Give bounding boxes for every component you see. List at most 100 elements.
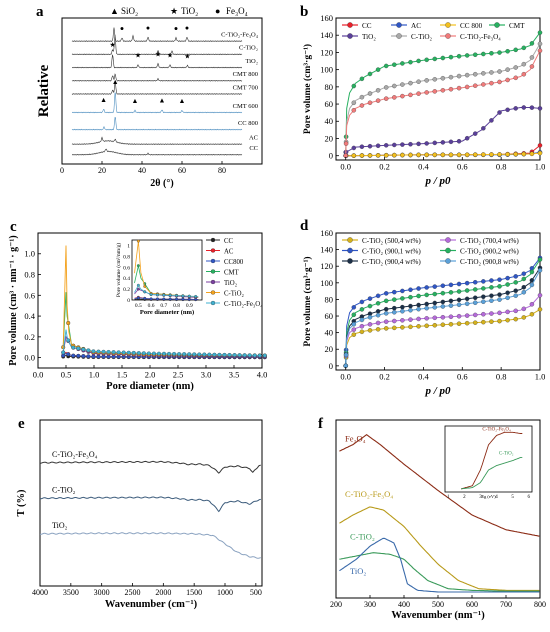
xrd-pattern-line — [71, 148, 243, 156]
legend-swatch-marker — [347, 33, 353, 39]
isotherm-marker — [416, 58, 421, 64]
isotherm-marker — [440, 290, 446, 296]
panel-b-x-tick-label: 0.0 — [340, 162, 351, 172]
isotherm-marker — [440, 75, 446, 81]
isotherm-marker — [351, 327, 357, 332]
distribution-marker — [262, 353, 267, 358]
inset-marker — [136, 283, 140, 287]
panel-a-x-tick-label: 80 — [218, 166, 226, 175]
isotherm-marker — [505, 49, 510, 54]
absorbance-line — [339, 552, 540, 592]
legend-label: C-TiO₂ (900,8 wt%) — [460, 258, 519, 266]
isotherm-marker — [400, 142, 405, 147]
isotherm-marker — [521, 276, 527, 282]
inset-marker — [136, 239, 140, 243]
isotherm-marker — [472, 300, 478, 305]
series-label: C-TiO₂ — [350, 532, 375, 542]
legend-swatch-marker — [347, 22, 353, 28]
inset-y-tick-label: 1 — [127, 243, 130, 249]
isotherm-marker — [481, 319, 486, 325]
isotherm-marker — [359, 144, 365, 149]
xrd-pattern-line — [71, 27, 243, 42]
panel-d-y-tick-label: 100 — [320, 278, 333, 288]
inset-marker — [136, 287, 140, 291]
panel-f-x-tick-label: 500 — [432, 600, 444, 609]
x-axis-label: p / p0 — [424, 385, 451, 397]
isotherm-marker — [440, 299, 446, 305]
isotherm-marker — [375, 320, 381, 326]
legend-swatch-marker — [445, 258, 451, 264]
legend-label: CMT — [224, 270, 240, 277]
isotherm-marker — [521, 271, 527, 276]
isotherm-marker — [513, 75, 518, 81]
isotherm-marker — [537, 150, 543, 156]
panel-b-x-tick-label: 1.0 — [535, 162, 546, 172]
isotherm-marker — [481, 279, 486, 284]
inset-marker — [181, 294, 185, 298]
isotherm-marker — [529, 311, 535, 317]
isotherm-marker — [513, 316, 518, 322]
panel-b-y-tick-label: 120 — [320, 47, 333, 57]
isotherm-marker — [424, 305, 429, 311]
isotherm-marker — [408, 141, 413, 147]
isotherm-marker — [351, 312, 357, 318]
isotherm-marker — [392, 318, 397, 324]
legend-label: C-TiO₂ (500,4 wt%) — [362, 237, 421, 245]
panel-d-x-tick-label: 0.8 — [496, 372, 507, 382]
inset-marker — [194, 295, 198, 298]
inset-x-tick-label: 4 — [495, 495, 498, 500]
isotherm-marker — [481, 294, 486, 299]
legend-swatch-marker — [210, 300, 216, 306]
panel-c-x-tick-label: 0.5 — [61, 370, 72, 380]
isotherm-marker — [375, 88, 381, 93]
distribution-marker — [197, 352, 202, 357]
isotherm-marker — [521, 289, 527, 295]
distribution-marker — [66, 352, 71, 357]
isotherm-marker — [497, 69, 502, 74]
distribution-marker — [217, 352, 222, 357]
isotherm-marker — [367, 153, 373, 158]
isotherm-marker — [408, 287, 413, 292]
isotherm-marker — [529, 55, 535, 60]
distribution-marker — [91, 349, 96, 354]
panel-b-x-tick-label: 0.8 — [496, 162, 507, 172]
distribution-marker — [192, 352, 197, 357]
isotherm-marker — [392, 289, 397, 295]
isotherm-marker — [513, 106, 518, 111]
isotherm-marker — [440, 315, 446, 320]
isotherm-marker — [521, 61, 527, 67]
series-label: CMT 600 — [233, 103, 258, 110]
panel-b-y-tick-label: 140 — [320, 30, 333, 40]
legend-swatch-marker — [210, 269, 216, 274]
panel-a-x-tick-label: 40 — [138, 166, 146, 175]
isotherm-marker — [489, 285, 494, 290]
isotherm-marker — [432, 315, 438, 321]
isotherm-marker — [383, 326, 389, 331]
xrd-pattern-line — [71, 73, 243, 82]
isotherm-marker — [489, 80, 494, 86]
isotherm-marker — [351, 322, 357, 327]
panel-c-x-tick-label: 1.0 — [89, 370, 100, 380]
legend-label: AC — [411, 22, 421, 30]
panel-a-frame — [61, 17, 263, 165]
isotherm-marker — [416, 91, 421, 96]
panel-b-y-tick-label: 40 — [325, 116, 334, 126]
series-label: TiO₂ — [350, 566, 366, 576]
panel-f-x-tick-label: 700 — [500, 600, 512, 609]
panel-d-x-tick-label: 0.6 — [457, 372, 468, 382]
phase-marker: ★ — [109, 41, 115, 49]
isotherm-marker — [416, 152, 421, 158]
legend-swatch-marker — [210, 290, 216, 295]
isotherm-marker — [432, 300, 438, 306]
series-label: C-TiO₂-Fe₃O₄ — [345, 489, 393, 499]
distribution-marker — [91, 354, 96, 359]
isotherm-marker — [359, 76, 365, 82]
isotherm-marker — [456, 85, 462, 91]
isotherm-marker — [343, 352, 349, 358]
isotherm-marker — [408, 92, 413, 98]
isotherm-marker — [424, 316, 429, 321]
isotherm-marker — [375, 98, 381, 103]
isotherm-marker — [392, 305, 397, 311]
isotherm-marker — [408, 303, 413, 309]
panel-a-x-tick-label: 20 — [98, 166, 106, 175]
